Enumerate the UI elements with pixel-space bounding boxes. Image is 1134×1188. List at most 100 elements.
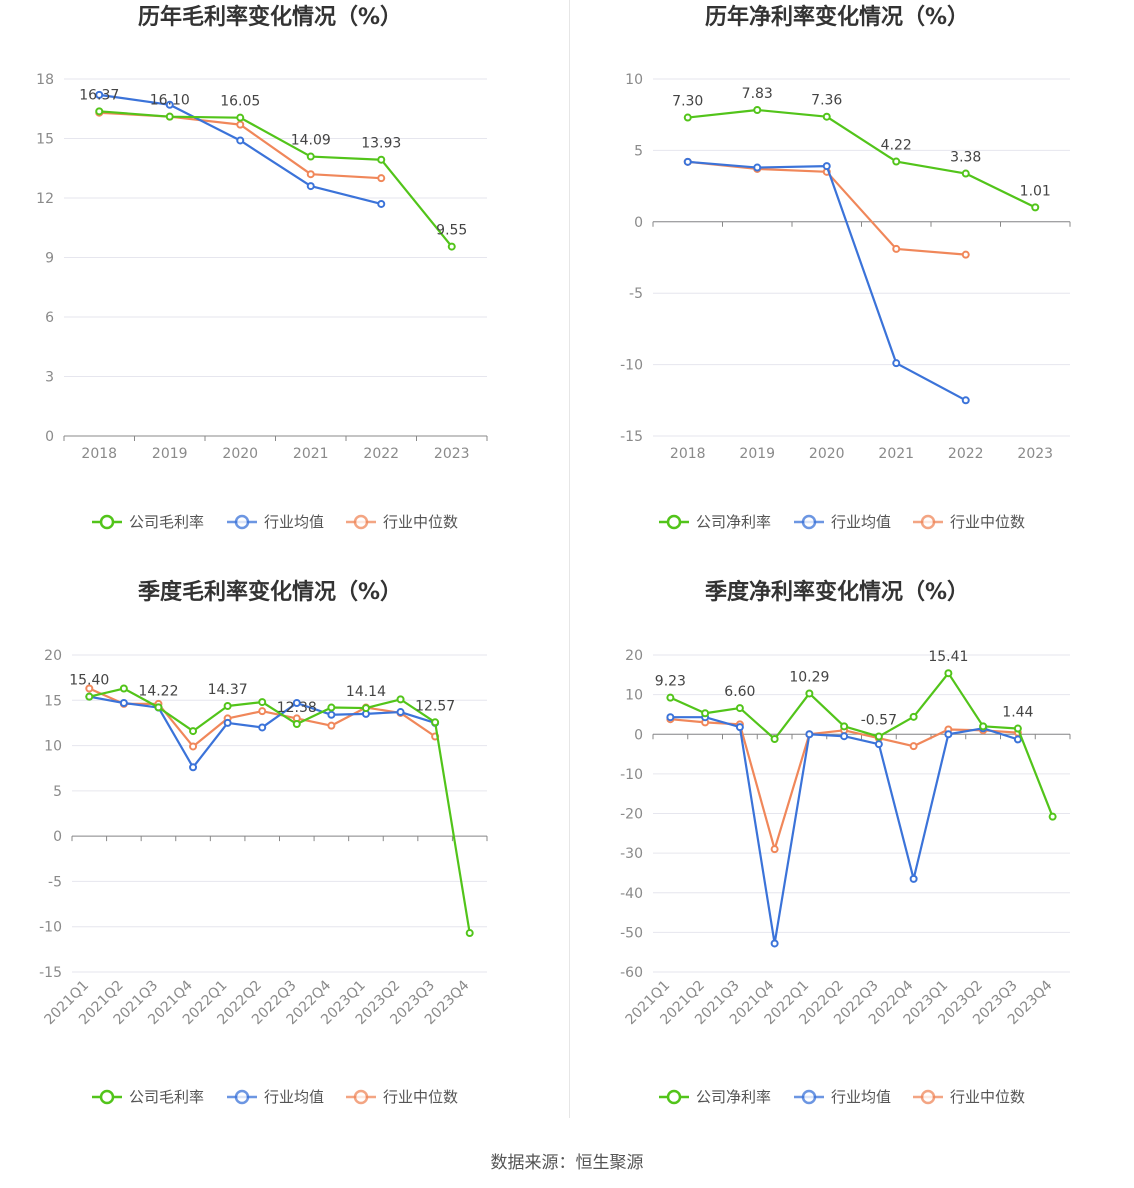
data-label: 4.22 xyxy=(881,138,912,154)
legend-item[interactable]: 行业中位数 xyxy=(346,513,458,531)
legend-item[interactable]: 行业均值 xyxy=(227,513,324,531)
data-label: 6.60 xyxy=(724,684,755,700)
chart-title: 历年净利率变化情况（%） xyxy=(705,4,969,30)
y-tick-label: 3 xyxy=(45,370,54,386)
median-data-point xyxy=(961,250,970,259)
avg-data-point xyxy=(1013,735,1022,744)
data-label: 3.38 xyxy=(950,150,981,166)
y-tick-label: 0 xyxy=(53,829,62,845)
y-tick-label: 10 xyxy=(625,72,643,88)
company-series-line xyxy=(669,672,1054,818)
company-data-point xyxy=(735,704,744,713)
legend-circle-icon xyxy=(920,514,936,530)
company-series-line xyxy=(687,108,1036,209)
company-data-point xyxy=(840,722,849,731)
vertical-divider xyxy=(569,0,570,1118)
legend-item[interactable]: 行业中位数 xyxy=(913,1088,1025,1106)
avg-data-point xyxy=(292,699,301,708)
legend-item[interactable]: 行业均值 xyxy=(227,1088,324,1106)
company-data-point xyxy=(165,112,174,121)
y-tick-label: 6 xyxy=(45,310,54,326)
quarterly-gross-margin-chart: 季度毛利率变化情况（%） -15 -10 -5 0 5 10 15 20 2021Q1 2021Q2… xyxy=(0,575,567,1150)
legend-item[interactable]: 行业均值 xyxy=(794,513,891,531)
quarterly-net-margin-chart: 季度净利率变化情况（%） -60 -50 -40 -30 -20 -10 0 10 20 2021Q… xyxy=(567,575,1134,1150)
company-data-point xyxy=(909,712,918,721)
median-data-point xyxy=(236,120,245,129)
company-data-point xyxy=(292,720,301,729)
company-data-point xyxy=(431,718,440,727)
chart-svg: 历年毛利率变化情况（%） 0 3 6 9 12 15 18 2018 2019 2020 2021 20… xyxy=(36,4,488,531)
legend-label: 行业中位数 xyxy=(950,1088,1025,1106)
company-data-point xyxy=(874,732,883,741)
legend-item[interactable]: 公司毛利率 xyxy=(92,513,204,531)
legend-circle-icon xyxy=(234,1089,250,1105)
data-label: 1.44 xyxy=(1002,705,1033,721)
company-data-point xyxy=(961,169,970,178)
company-data-point xyxy=(95,107,104,116)
y-tick-label: -10 xyxy=(39,920,62,936)
avg-data-point xyxy=(258,723,267,732)
legend-label: 行业中位数 xyxy=(383,1088,458,1106)
company-data-point xyxy=(306,152,315,161)
legend-label: 行业均值 xyxy=(831,513,891,531)
avg-data-point xyxy=(822,162,831,171)
data-label: 9.23 xyxy=(655,674,686,690)
y-tick-label: 0 xyxy=(45,429,54,445)
y-tick-label: -50 xyxy=(620,925,643,941)
legend-item[interactable]: 公司净利率 xyxy=(659,1088,771,1106)
avg-data-point xyxy=(189,763,198,772)
data-label: 16.05 xyxy=(220,94,260,110)
legend-circle-icon xyxy=(234,514,250,530)
x-tick-label: 2022 xyxy=(363,446,399,462)
median-data-point xyxy=(892,244,901,253)
x-tick-label: 2021 xyxy=(878,446,914,462)
avg-data-point xyxy=(753,163,762,172)
company-data-point xyxy=(1048,812,1057,821)
legend-label: 行业均值 xyxy=(831,1088,891,1106)
data-label: 7.83 xyxy=(742,86,773,102)
y-tick-label: -20 xyxy=(620,807,643,823)
legend-item[interactable]: 行业中位数 xyxy=(346,1088,458,1106)
median-data-point xyxy=(258,707,267,716)
data-label: 14.22 xyxy=(138,683,178,699)
company-data-point xyxy=(396,695,405,704)
legend-item[interactable]: 行业中位数 xyxy=(913,513,1025,531)
company-data-point xyxy=(85,692,94,701)
company-data-point xyxy=(447,242,456,251)
avg-data-point xyxy=(377,199,386,208)
y-tick-label: 15 xyxy=(44,693,62,709)
legend-circle-icon xyxy=(99,514,115,530)
y-tick-label: 20 xyxy=(44,648,62,664)
data-label: 13.93 xyxy=(361,136,401,152)
x-tick-label: 2020 xyxy=(222,446,258,462)
x-tick-label: 2021 xyxy=(293,446,329,462)
data-label: 14.37 xyxy=(208,682,248,698)
legend-label: 行业均值 xyxy=(264,513,324,531)
chart-svg: 季度净利率变化情况（%）-60-50-40-30-20-10010202021Q… xyxy=(620,579,1071,1106)
legend-label: 行业中位数 xyxy=(950,513,1025,531)
legend-circle-icon xyxy=(666,1089,682,1105)
company-data-point xyxy=(223,701,232,710)
company-data-point xyxy=(979,722,988,731)
x-tick-label: 2023 xyxy=(1017,446,1053,462)
x-tick-label: 2019 xyxy=(739,446,775,462)
data-label: 7.36 xyxy=(811,93,842,109)
y-tick-label: 9 xyxy=(45,251,54,267)
data-label: 15.40 xyxy=(69,673,109,689)
company-data-point xyxy=(258,698,267,707)
annual-gross-margin-chart: 历年毛利率变化情况（%） 0 3 6 9 12 15 18 2018 2019 2020 2021 20… xyxy=(0,0,567,575)
median-data-point xyxy=(85,684,94,693)
avg-data-point xyxy=(805,730,814,739)
y-tick-label: -30 xyxy=(620,846,643,862)
x-tick-label: 2020 xyxy=(809,446,845,462)
chart-title: 历年毛利率变化情况（%） xyxy=(138,4,402,30)
legend-label: 公司净利率 xyxy=(696,1088,771,1106)
company-series-line xyxy=(99,110,453,248)
data-label: 7.30 xyxy=(672,94,703,110)
legend-item[interactable]: 公司毛利率 xyxy=(92,1088,204,1106)
company-data-point xyxy=(666,693,675,702)
avg-data-point xyxy=(165,100,174,109)
legend-item[interactable]: 行业均值 xyxy=(794,1088,891,1106)
company-data-point xyxy=(805,689,814,698)
legend-item[interactable]: 公司净利率 xyxy=(659,513,771,531)
